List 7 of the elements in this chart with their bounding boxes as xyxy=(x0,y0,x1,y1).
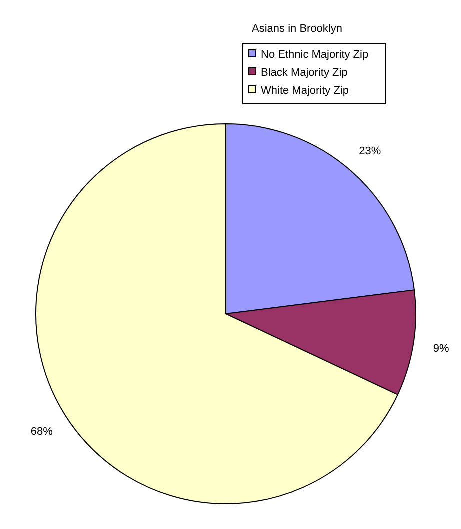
legend-label: No Ethnic Majority Zip xyxy=(261,49,369,61)
legend-label: Black Majority Zip xyxy=(261,67,348,79)
chart-title: Asians in Brooklyn xyxy=(252,23,342,35)
data-label: 68% xyxy=(30,426,54,438)
data-label: 23% xyxy=(359,145,382,158)
legend-label: White Majority Zip xyxy=(261,85,350,97)
data-label: 9% xyxy=(433,343,450,356)
